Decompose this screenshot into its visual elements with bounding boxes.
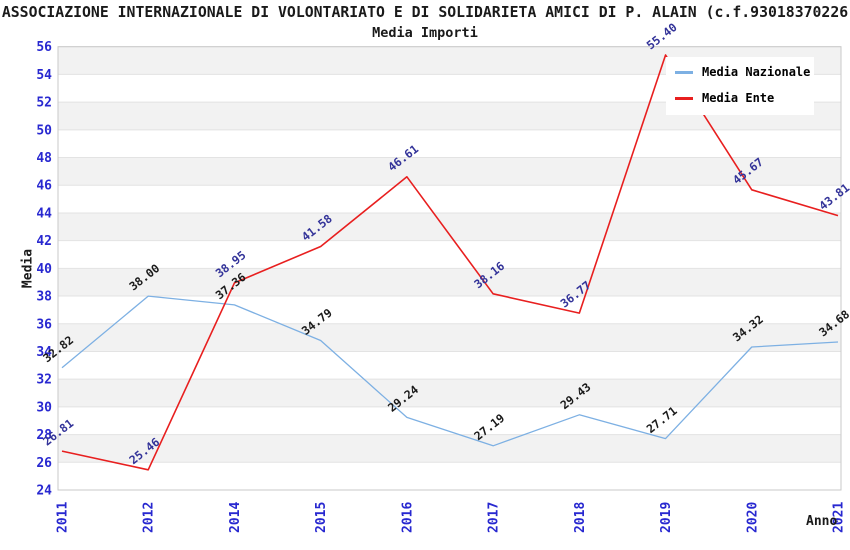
x-tick-label: 2014 — [228, 502, 243, 533]
background-band — [58, 434, 841, 463]
chart-title: ASSOCIAZIONE INTERNAZIONALE DI VOLONTARI… — [1, 4, 849, 21]
y-tick-label: 46 — [36, 179, 52, 194]
y-tick-label: 36 — [36, 317, 52, 332]
legend-item-media-nazionale: Media Nazionale — [666, 59, 814, 85]
x-tick-label: 2015 — [314, 502, 329, 533]
y-tick-label: 52 — [36, 96, 52, 111]
legend-line-marker-ente — [675, 96, 693, 100]
x-tick-label: 2016 — [400, 502, 415, 533]
x-tick-label: 2020 — [745, 502, 760, 533]
y-tick-label: 34 — [36, 345, 52, 360]
y-tick-label: 32 — [36, 373, 52, 388]
x-tick-label: 2012 — [142, 502, 157, 533]
background-band — [58, 212, 841, 241]
legend-line-marker-nazionale — [675, 70, 693, 74]
x-tick-label: 2017 — [487, 502, 502, 533]
y-tick-label: 48 — [36, 151, 52, 166]
legend-item-media-ente: Media Ente — [666, 85, 814, 111]
y-tick-label: 44 — [36, 206, 52, 221]
x-axis-title: Anno — [806, 514, 838, 529]
y-tick-label: 26 — [36, 456, 52, 471]
plot-border — [57, 46, 842, 491]
y-tick-label: 30 — [36, 400, 52, 415]
chart-subtitle: Media Importi — [372, 25, 478, 41]
point-label: 27.71 — [644, 404, 680, 436]
legend-label: Media Ente — [702, 91, 775, 105]
series-line-media-nazionale — [61, 295, 839, 447]
y-tick-label: 24 — [36, 484, 52, 499]
background-band — [58, 268, 841, 297]
x-tick-label: 2018 — [573, 502, 588, 533]
background-band — [58, 157, 841, 186]
x-tick-label: 2021 — [832, 502, 847, 533]
x-tick-label: 2019 — [659, 502, 674, 533]
legend: Media Nazionale Media Ente — [666, 57, 814, 115]
y-tick-label: 38 — [36, 290, 52, 305]
y-tick-label: 56 — [36, 40, 52, 55]
series-line-media-ente — [61, 54, 839, 471]
x-tick-label: 2011 — [56, 502, 71, 533]
y-tick-label: 28 — [36, 428, 52, 443]
y-tick-label: 40 — [36, 262, 52, 277]
background-band — [58, 323, 841, 352]
y-tick-label: 42 — [36, 234, 52, 249]
background-band — [58, 379, 841, 407]
y-tick-label: 54 — [36, 68, 52, 83]
legend-label: Media Nazionale — [702, 65, 811, 79]
y-tick-label: 50 — [36, 123, 52, 138]
